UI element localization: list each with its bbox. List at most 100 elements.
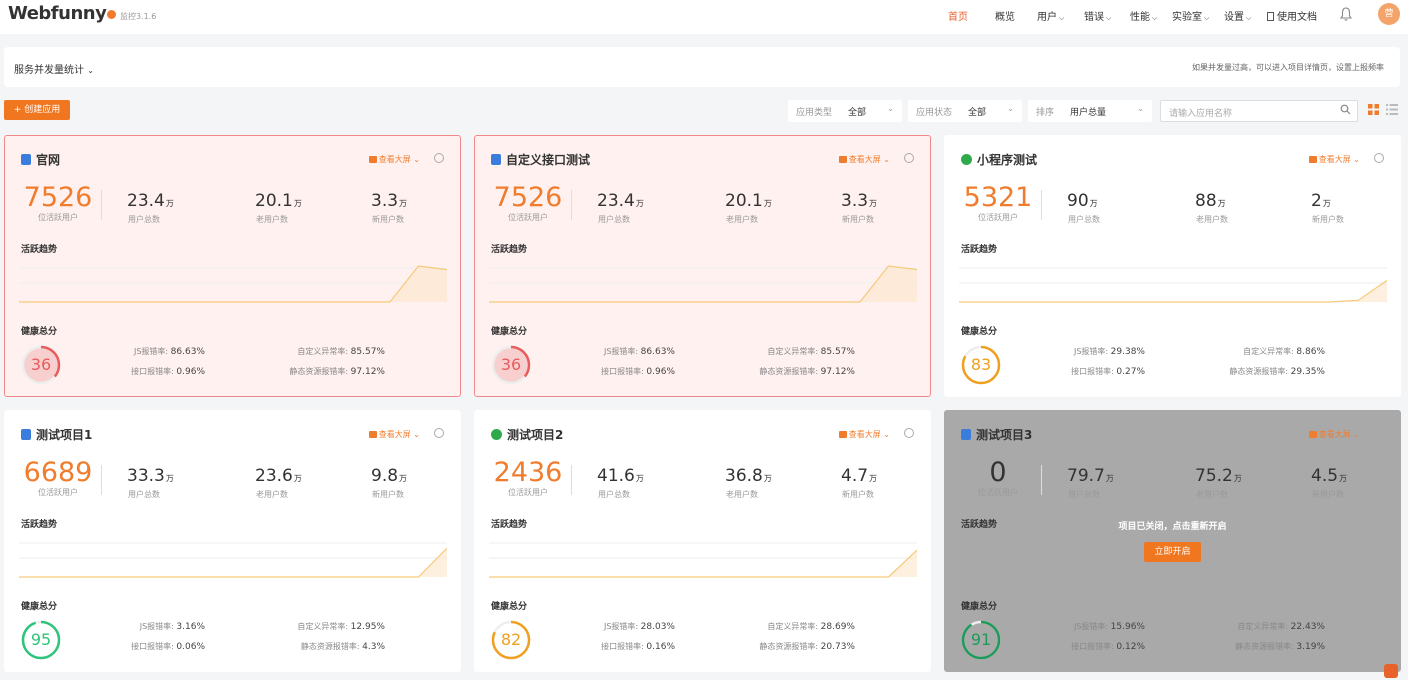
stat-label-new: 新用户数 [1312, 215, 1344, 224]
health-score-ring: 83 [961, 345, 1001, 385]
nav-item-7[interactable]: 使用文档 [1267, 8, 1317, 23]
metric-value: 22.43% [1290, 622, 1325, 632]
gear-icon[interactable] [1374, 428, 1384, 438]
gear-icon[interactable] [1374, 153, 1384, 163]
nav-label: 错误 [1084, 12, 1104, 23]
stat-value-total: 90万 [1067, 191, 1098, 211]
bell-icon[interactable] [1340, 7, 1352, 21]
metric-js: JS报错率: 86.63% [105, 346, 205, 357]
trend-chart [19, 265, 447, 303]
stat-value-old: 20.1万 [255, 191, 302, 211]
stat-label-old: 老用户数 [1196, 215, 1228, 224]
search-placeholder: 请输入应用名称 [1169, 109, 1233, 119]
project-card[interactable]: 测试项目1 查看大屏 ⌄ 6689 位活跃用户 33.3万 用户总数 23.6万 老用户数 9.… [4, 410, 461, 672]
grid-view-icon[interactable] [1368, 104, 1379, 115]
stat-value-old: 20.1万 [725, 191, 772, 211]
project-card[interactable]: 测试项目2 查看大屏 ⌄ 2436 位活跃用户 41.6万 用户总数 36.8万 老用户数 4.… [474, 410, 931, 672]
big-screen-link[interactable]: 查看大屏 ⌄ [838, 429, 890, 440]
health-score-ring: 91 [961, 620, 1001, 660]
health-score-ring: 95 [21, 620, 61, 660]
stat-label-new: 新用户数 [842, 215, 874, 224]
assistant-robot-icon[interactable] [1384, 664, 1398, 678]
metric-label: 静态资源报错率: [289, 367, 349, 376]
big-screen-link[interactable]: 查看大屏 ⌄ [1308, 429, 1360, 440]
project-card[interactable]: 小程序测试 查看大屏 ⌄ 5321 位活跃用户 90万 用户总数 88万 老用户数 2万 新用户数… [944, 135, 1401, 397]
chevron-down-icon: ⌵ [1152, 14, 1158, 22]
project-title[interactable]: 自定义接口测试 [491, 151, 590, 168]
trend-area [19, 266, 447, 302]
metric-api: 接口报错率: 0.27% [1045, 366, 1145, 377]
project-title[interactable]: 测试项目1 [21, 426, 92, 443]
project-card[interactable]: 自定义接口测试 查看大屏 ⌄ 7526 位活跃用户 23.4万 用户总数 20.1万 老用户数… [474, 135, 931, 397]
gear-icon[interactable] [904, 428, 914, 438]
trend-area [489, 266, 917, 302]
big-screen-link[interactable]: 查看大屏 ⌄ [368, 154, 420, 165]
big-screen-link[interactable]: 查看大屏 ⌄ [1308, 154, 1360, 165]
metric-value: 85.57% [820, 347, 855, 357]
gear-icon[interactable] [904, 153, 914, 163]
active-users-value: 7526 [23, 182, 93, 213]
reopen-button[interactable]: 立即开启 [1144, 542, 1201, 562]
gear-icon[interactable] [434, 153, 444, 163]
project-card[interactable]: 测试项目3 查看大屏 ⌄ 0 位活跃用户 79.7万 用户总数 75.2万 老用户数 4.5万新… [944, 410, 1401, 672]
search-icon[interactable] [1340, 104, 1351, 115]
metric-label: 自定义异常率: [1237, 622, 1289, 631]
list-view-icon[interactable] [1386, 104, 1398, 115]
active-users-label: 位活跃用户 [38, 488, 78, 497]
nav-item-0[interactable]: 首页 [948, 8, 968, 23]
metric-label: 静态资源报错率: [759, 642, 819, 651]
health-score-value: 36 [30, 355, 52, 374]
big-screen-link[interactable]: 查看大屏 ⌄ [838, 154, 890, 165]
nav-item-5[interactable]: 实验室 ⌵ [1172, 8, 1209, 23]
metric-value: 97.12% [820, 367, 855, 377]
active-users-value: 2436 [493, 457, 563, 488]
nav-item-3[interactable]: 错误 ⌵ [1084, 8, 1111, 23]
stat-label-total: 用户总数 [1068, 490, 1100, 499]
metric-value: 29.35% [1290, 367, 1325, 377]
metric-static: 静态资源报错率: 3.19% [1225, 641, 1325, 652]
trend-area [959, 280, 1387, 302]
create-app-button[interactable]: + 创建应用 [4, 100, 70, 120]
trend-line [489, 549, 917, 578]
avatar[interactable]: 营 [1378, 3, 1400, 25]
metric-value: 85.57% [350, 347, 385, 357]
metric-value: 97.12% [350, 367, 385, 377]
filter-label: 排序 [1036, 108, 1055, 118]
metric-value: 4.3% [362, 642, 385, 652]
project-card[interactable]: 官网 查看大屏 ⌄ 7526 位活跃用户 23.4万 用户总数 20.1万 老用户数 3.3万新… [4, 135, 461, 397]
big-screen-link[interactable]: 查看大屏 ⌄ [368, 429, 420, 440]
filter-select-0[interactable]: 应用类型 全部 ⌄ [788, 100, 902, 122]
html5-icon [21, 154, 31, 165]
concurrency-dropdown[interactable]: 服务并发量统计 ⌄ [14, 65, 94, 76]
nav-item-1[interactable]: 概览 [995, 8, 1015, 23]
screen-icon [838, 156, 847, 163]
metric-value: 28.03% [640, 622, 675, 632]
stat-value-new: 3.3万 [371, 191, 408, 211]
search-input[interactable]: 请输入应用名称 [1160, 100, 1358, 122]
nav-item-2[interactable]: 用户 ⌵ [1037, 8, 1064, 23]
app-logo[interactable]: Webfunny [8, 3, 117, 24]
metric-api: 接口报错率: 0.16% [575, 641, 675, 652]
project-title[interactable]: 官网 [21, 151, 60, 168]
filter-select-1[interactable]: 应用状态 全部 ⌄ [908, 100, 1022, 122]
trend-line [19, 265, 447, 303]
html5-icon [961, 429, 971, 440]
project-title[interactable]: 小程序测试 [961, 151, 1037, 168]
project-title[interactable]: 测试项目3 [961, 426, 1032, 443]
nav-item-4[interactable]: 性能 ⌵ [1130, 8, 1157, 23]
chevron-down-icon: ⌄ [887, 104, 894, 113]
stat-value-total: 79.7万 [1067, 466, 1114, 486]
metric-label: 接口报错率: [1071, 367, 1114, 376]
gear-icon[interactable] [434, 428, 444, 438]
trend-heading: 活跃趋势 [491, 520, 528, 530]
metric-js: JS报错率: 28.03% [575, 621, 675, 632]
nav-label: 概览 [995, 12, 1015, 23]
metric-api: 接口报错率: 0.12% [1045, 641, 1145, 652]
nav-item-6[interactable]: 设置 ⌵ [1224, 8, 1251, 23]
filter-select-2[interactable]: 排序 用户总量 ⌄ [1028, 100, 1152, 122]
stat-label-old: 老用户数 [256, 490, 288, 499]
metric-label: 自定义异常率: [767, 347, 819, 356]
metric-value: 0.16% [646, 642, 675, 652]
project-title[interactable]: 测试项目2 [491, 426, 563, 443]
miniprogram-icon [491, 429, 502, 440]
